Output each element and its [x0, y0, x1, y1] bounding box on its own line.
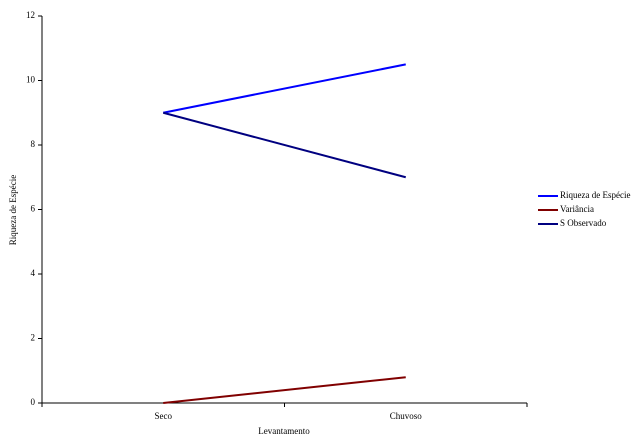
y-tick-label: 10 [26, 75, 36, 85]
y-tick-label: 4 [31, 268, 36, 278]
y-tick-label: 0 [31, 397, 36, 407]
y-axis-label: Riqueza de Espécie [8, 175, 18, 245]
y-tick-label: 8 [31, 139, 36, 149]
legend-label: S Observado [560, 218, 607, 228]
x-tick-label: Chuvoso [390, 411, 423, 421]
series-line [163, 63, 406, 114]
x-tick-label: Seco [155, 411, 173, 421]
y-tick-label: 12 [26, 10, 35, 20]
legend-label: Variância [560, 204, 594, 214]
y-tick-label: 2 [31, 333, 36, 343]
x-axis-label: Levantamento [258, 426, 310, 436]
y-tick-label: 6 [31, 204, 36, 214]
series-line [162, 111, 407, 179]
series-line [163, 376, 406, 404]
legend-label: Riqueza de Espécie [560, 190, 630, 200]
